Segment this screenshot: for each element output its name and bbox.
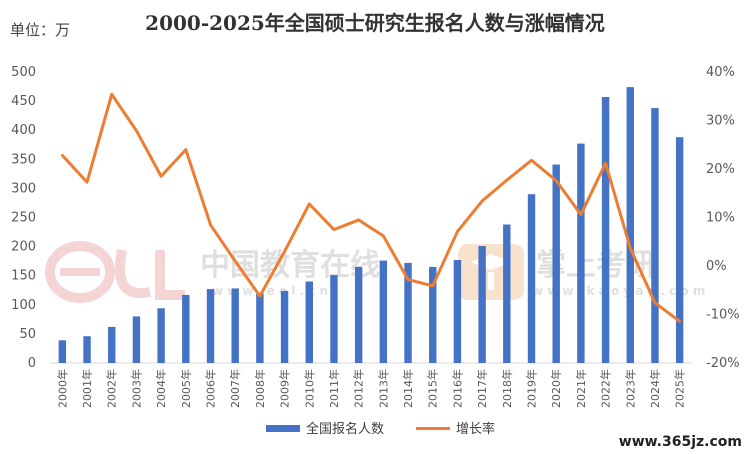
- y-tick-label: 150: [11, 269, 36, 284]
- x-tick-label: 2021年: [574, 369, 588, 408]
- line-series: [60, 92, 682, 323]
- x-axis: 2000年 2001年 2002年 2003年 2004年 2005年 2006年 2007年…: [55, 369, 686, 408]
- y-tick-label: 400: [11, 123, 36, 138]
- x-tick-label: 2024年: [648, 369, 662, 408]
- bar: [108, 326, 116, 363]
- x-tick-label: 2016年: [450, 369, 464, 408]
- x-tick-label: 2012年: [352, 369, 366, 408]
- x-tick-label: 2007年: [228, 369, 242, 408]
- y-tick-label: 450: [11, 94, 36, 109]
- x-tick-label: 2020年: [549, 369, 563, 408]
- x-tick-label: 2011年: [327, 369, 341, 408]
- y-tick-label: 50: [19, 327, 36, 342]
- unit-label: 单位：万: [10, 21, 70, 39]
- x-tick-label: 2004年: [154, 369, 168, 408]
- bar: [132, 316, 141, 363]
- bar: [453, 259, 462, 363]
- watermark-left-main: 中国教育在线: [200, 248, 380, 283]
- x-tick-label: 2014年: [401, 369, 415, 408]
- y2-tick-label: 0%: [706, 259, 727, 274]
- x-tick-label: 2005年: [179, 369, 193, 408]
- y2-tick-label: -10%: [706, 308, 740, 323]
- y-tick-label: 0: [28, 356, 36, 371]
- bar: [305, 281, 313, 363]
- bar: [280, 290, 289, 363]
- y-tick-label: 100: [11, 298, 36, 313]
- y2-tick-label: 40%: [706, 65, 735, 80]
- bar: [651, 108, 659, 363]
- bar: [231, 288, 239, 363]
- bar: [404, 262, 412, 363]
- y2-tick-label: 10%: [706, 211, 735, 226]
- bar: [527, 194, 536, 363]
- watermark-left-sub: w w w . e o l . c n: [212, 284, 328, 298]
- y-axis-right: -20% -10% 0% 10% 20% 30% 40%: [706, 65, 740, 371]
- bar: [429, 266, 437, 363]
- y2-tick-label: 20%: [706, 162, 735, 177]
- eol-logo-mark: [45, 241, 185, 303]
- bar: [552, 164, 560, 363]
- bar: [478, 246, 486, 363]
- x-tick-label: 2025年: [673, 369, 687, 408]
- x-tick-label: 2003年: [129, 369, 143, 408]
- bar: [182, 294, 190, 363]
- y-tick-label: 350: [11, 152, 36, 167]
- x-tick-label: 2017年: [475, 369, 489, 408]
- x-tick-label: 2013年: [376, 369, 390, 408]
- x-tick-label: 2015年: [426, 369, 440, 408]
- bar: [157, 308, 165, 363]
- bar: [577, 143, 585, 363]
- bar-series: [58, 87, 684, 363]
- y-tick-label: 200: [11, 240, 36, 255]
- x-tick-label: 2009年: [278, 369, 292, 408]
- y-axis-left: 0 50 100 150 200 250 300 350 400 450 500: [11, 65, 36, 371]
- bar: [330, 275, 338, 363]
- y-tick-label: 250: [11, 211, 36, 226]
- bar: [83, 336, 91, 363]
- bar: [503, 224, 511, 363]
- legend-label-line: 增长率: [456, 421, 495, 437]
- y-tick-label: 300: [11, 181, 36, 196]
- y-tick-label: 500: [11, 65, 36, 80]
- x-tick-label: 2019年: [525, 369, 539, 408]
- bar: [354, 266, 363, 363]
- bar: [58, 340, 67, 363]
- x-tick-label: 2000年: [55, 369, 69, 408]
- y2-tick-label: -20%: [706, 356, 740, 371]
- bar: [675, 137, 684, 363]
- x-tick-label: 2023年: [623, 369, 637, 408]
- watermark-corner: www.365jz.com: [619, 434, 742, 450]
- bar: [256, 293, 264, 363]
- x-tick-label: 2022年: [599, 369, 613, 408]
- legend: 全国报名人数 增长率: [266, 421, 495, 437]
- chart-title: 2000-2025年全国硕士研究生报名人数与涨幅情况: [145, 11, 605, 35]
- x-tick-label: 2018年: [500, 369, 514, 408]
- x-tick-label: 2006年: [204, 369, 218, 408]
- legend-label-bar: 全国报名人数: [306, 421, 384, 437]
- kaoyan-logo-mark: [458, 244, 524, 300]
- bar: [206, 289, 215, 363]
- growth-rate-line: [60, 92, 682, 323]
- x-tick-label: 2010年: [302, 369, 316, 408]
- y2-tick-label: 30%: [706, 114, 735, 129]
- bar: [626, 87, 634, 363]
- bar: [601, 97, 610, 363]
- bar: [379, 260, 388, 363]
- x-tick-label: 2008年: [253, 369, 267, 408]
- legend-swatch-bar: [266, 425, 300, 432]
- watermark-right-sub: w w w . k a o y a n . c o m: [532, 284, 705, 298]
- x-tick-label: 2001年: [80, 369, 94, 408]
- x-tick-label: 2002年: [105, 369, 119, 408]
